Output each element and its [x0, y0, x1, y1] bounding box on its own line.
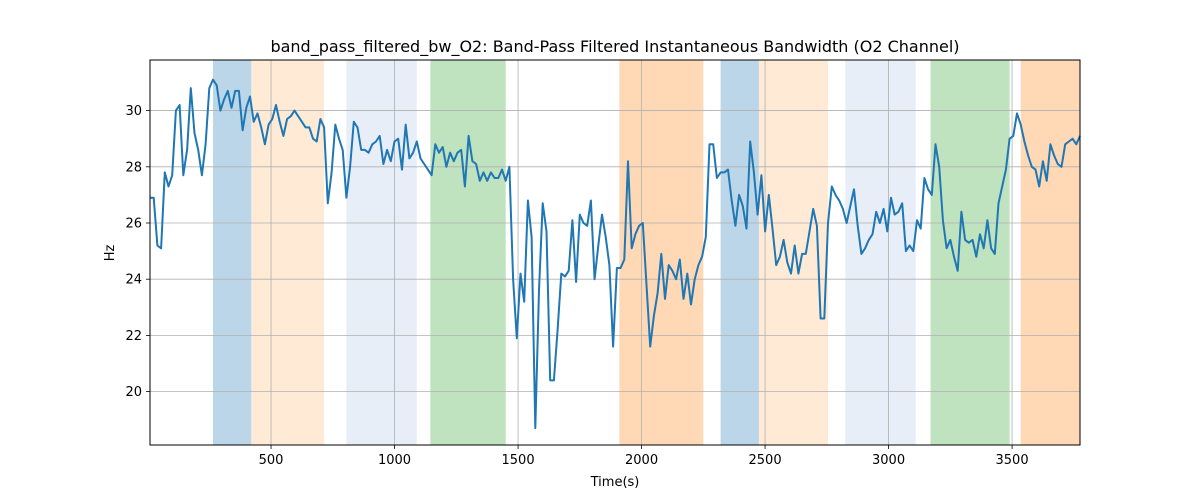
y-axis-label: Hz: [103, 245, 118, 262]
y-tick-label-24: 24: [125, 273, 142, 288]
shaded-band-1: [251, 60, 325, 445]
y-tick-label-30: 30: [125, 104, 142, 119]
series-line-0: [150, 78, 1081, 430]
x-tick-label-2000: 2000: [625, 453, 658, 468]
x-tick-label-2500: 2500: [749, 453, 782, 468]
x-axis-label: Time(s): [590, 475, 640, 490]
y-tick-label-22: 22: [125, 329, 142, 344]
x-tick-label-3500: 3500: [996, 453, 1029, 468]
y-tick-label-20: 20: [125, 385, 142, 400]
chart-title: band_pass_filtered_bw_O2: Band-Pass Filt…: [270, 37, 959, 57]
shaded-band-0: [212, 60, 252, 445]
x-tick-label-1000: 1000: [378, 453, 411, 468]
shaded-band-2: [346, 60, 417, 445]
series-layer: [150, 78, 1081, 430]
y-tick-label-26: 26: [125, 216, 142, 231]
y-tick-label-28: 28: [125, 160, 142, 175]
shaded-band-9: [1020, 60, 1080, 445]
band-layer: [212, 60, 1080, 445]
x-tick-label-1500: 1500: [502, 453, 535, 468]
shaded-band-8: [930, 60, 1010, 445]
axis-layer: 500 1000 1500 2000 2500 3000 3500 20 22 24 26 28 30: [125, 104, 1028, 468]
x-tick-label-500: 500: [259, 453, 284, 468]
plot-frame: [149, 59, 1081, 446]
shaded-band-3: [430, 60, 506, 445]
shaded-band-5: [720, 60, 759, 445]
grid-layer: [150, 60, 1080, 445]
shaded-band-7: [845, 60, 916, 445]
x-tick-label-3000: 3000: [872, 453, 905, 468]
shaded-band-4: [619, 60, 704, 445]
